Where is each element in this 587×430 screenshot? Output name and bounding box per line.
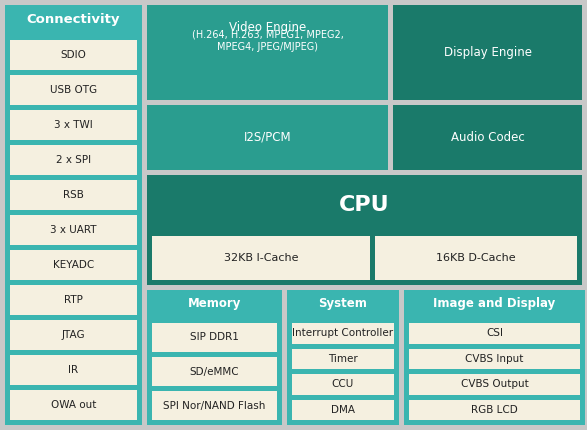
Bar [292,348,394,369]
Text: KEYADC: KEYADC [53,260,94,270]
Text: Interrupt Controller: Interrupt Controller [292,328,393,338]
Bar [152,391,276,420]
Text: OWA out: OWA out [51,400,96,410]
Text: Memory: Memory [188,298,241,310]
Bar [393,105,582,170]
Text: Audio Codec: Audio Codec [451,131,525,144]
Bar [10,390,137,420]
Bar [147,290,282,425]
Bar [409,323,579,344]
Bar [5,5,142,425]
Bar [409,374,579,394]
Text: SPI Nor/NAND Flash: SPI Nor/NAND Flash [163,400,265,411]
Text: Image and Display: Image and Display [433,298,555,310]
Text: (H.264, H.263, MPEG1, MPEG2,
MPEG4, JPEG/MJPEG): (H.264, H.263, MPEG1, MPEG2, MPEG4, JPEG… [192,30,343,52]
Text: CPU: CPU [339,195,390,215]
Text: JTAG: JTAG [62,330,85,340]
Bar [393,5,582,100]
Bar [10,355,137,385]
Bar [10,110,137,140]
Text: I2S/PCM: I2S/PCM [244,131,292,144]
Bar [10,215,137,245]
Bar [152,357,276,386]
Text: SIP DDR1: SIP DDR1 [190,332,239,343]
Bar [152,236,370,280]
Bar [10,285,137,315]
Text: Connectivity: Connectivity [27,13,120,27]
Text: CVBS Input: CVBS Input [465,354,524,364]
Bar [409,348,579,369]
Bar [147,175,582,285]
Text: Timer: Timer [328,354,358,364]
Text: SD/eMMC: SD/eMMC [190,366,239,377]
Text: CCU: CCU [332,379,354,389]
Bar [10,40,137,70]
Bar [147,105,389,170]
Bar [409,399,579,420]
Text: IR: IR [69,365,79,375]
Text: 3 x TWI: 3 x TWI [54,120,93,130]
Text: CSI: CSI [486,328,503,338]
Bar [10,145,137,175]
Bar [152,323,276,352]
Text: 3 x UART: 3 x UART [50,225,97,235]
Bar [10,180,137,210]
Bar [292,323,394,344]
Bar [292,374,394,394]
Text: RSB: RSB [63,190,84,200]
Text: Video Engine: Video Engine [229,21,306,34]
Bar [10,320,137,350]
Text: USB OTG: USB OTG [50,85,97,95]
Text: DMA: DMA [331,405,355,415]
Text: CVBS Output: CVBS Output [461,379,528,389]
Text: SDIO: SDIO [60,50,86,60]
Bar [10,250,137,280]
Bar [376,236,577,280]
Text: 2 x SPI: 2 x SPI [56,155,91,165]
Text: 32KB I-Cache: 32KB I-Cache [224,253,298,263]
Text: RGB LCD: RGB LCD [471,405,518,415]
Text: RTP: RTP [64,295,83,305]
Bar [404,290,585,425]
Bar [286,290,399,425]
Text: Display Engine: Display Engine [444,46,532,59]
Text: 16KB D-Cache: 16KB D-Cache [436,253,516,263]
Bar [292,399,394,420]
Bar [147,5,389,100]
Text: System: System [319,298,367,310]
Bar [10,75,137,105]
